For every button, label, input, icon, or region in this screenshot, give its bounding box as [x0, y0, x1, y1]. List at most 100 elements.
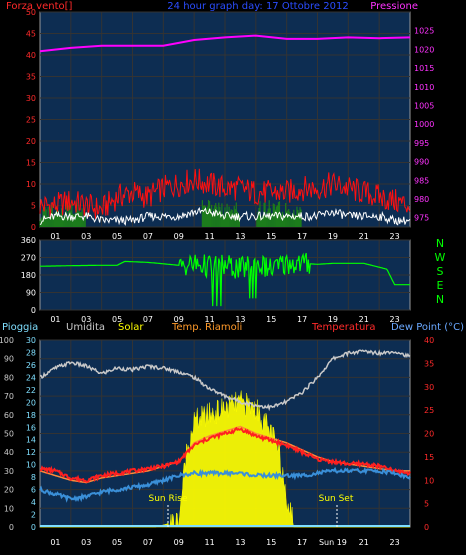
solar-tick-label: 8	[31, 473, 36, 482]
direction-x-tick-label: 11	[204, 315, 214, 324]
wind-tick-label: 25	[26, 116, 36, 125]
pressure-tick-label: 1020	[414, 45, 434, 54]
pressure-tick-label: 995	[414, 139, 429, 148]
humidity-tick-label: 30	[4, 467, 14, 476]
temperature-x-tick-label: 09	[174, 538, 184, 547]
solar-tick-label: 24	[26, 373, 36, 382]
humidity-tick-label: 80	[4, 373, 14, 382]
direction-x-tick-label: 05	[112, 315, 122, 324]
wind-tick-label: 10	[26, 180, 36, 189]
temperature-x-tick-label: Sun 19	[319, 538, 347, 547]
solar-tick-label: 16	[26, 423, 36, 432]
solar-tick-label: 6	[31, 486, 36, 495]
solar-axis-title: Solar	[118, 322, 144, 333]
compass-label: N	[436, 293, 444, 306]
solar-tick-label: 10	[26, 461, 36, 470]
solar-tick-label: 18	[26, 411, 36, 420]
wind-x-tick-label: 09	[174, 232, 184, 241]
direction-x-tick-label: 19	[328, 315, 338, 324]
wind-pressure-panel: 0510152025303540455097598098599099510001…	[26, 8, 435, 241]
solar-tick-label: 22	[26, 386, 36, 395]
compass-label: N	[436, 237, 444, 250]
wind-x-tick-label: 07	[143, 232, 153, 241]
temperature-axis-title: Temperatura	[311, 322, 376, 333]
temperature-x-tick-label: 05	[112, 538, 122, 547]
wind-pressure-marks	[39, 34, 411, 227]
direction-x-tick-label: 03	[81, 315, 91, 324]
direction-tick-label: 0	[31, 306, 36, 315]
direction-line	[39, 252, 410, 307]
pressure-tick-label: 1025	[414, 27, 434, 36]
wind-x-tick-label: 11	[204, 232, 214, 241]
direction-x-tick-label: 21	[359, 315, 369, 324]
temperature-tick-label: 0	[424, 523, 429, 532]
wind-tick-label: 15	[26, 159, 36, 168]
pressure-tick-label: 985	[414, 176, 429, 185]
pressure-axis-title: Pressione	[370, 1, 418, 12]
dewpoint-line	[39, 466, 411, 503]
direction-grid	[40, 239, 410, 311]
solar-tick-label: 26	[26, 361, 36, 370]
temperature-x-tick-label: 15	[266, 538, 276, 547]
direction-x-tick-label: 09	[174, 315, 184, 324]
humidity-tick-label: 100	[0, 336, 14, 345]
temperature-tick-label: 25	[424, 406, 434, 415]
temperature-tick-label: 35	[424, 359, 434, 368]
direction-tick-label: 90	[26, 289, 36, 298]
wind-x-tick-label: 01	[50, 232, 60, 241]
temperature-x-tick-label: 11	[204, 538, 214, 547]
temperature-x-tick-label: 23	[389, 538, 399, 547]
wind-axis-title: Forza vento[]	[6, 1, 73, 12]
temperature-marks	[39, 349, 411, 528]
wind-tick-label: 40	[26, 51, 36, 60]
pressure-tick-label: 980	[414, 195, 429, 204]
soil-temp-axis-title: Temp. Riamoli	[171, 322, 242, 333]
solar-tick-label: 4	[31, 498, 36, 507]
wind-tick-label: 5	[31, 202, 36, 211]
temperature-tick-label: 10	[424, 476, 434, 485]
wind-x-tick-label: 23	[389, 232, 399, 241]
solar-tick-label: 2	[31, 511, 36, 520]
sunrise-label: Sun Rise	[149, 494, 188, 504]
humidity-tick-label: 70	[4, 392, 14, 401]
wind-tick-label: 0	[31, 223, 36, 232]
wind-x-tick-label: 19	[328, 232, 338, 241]
rain-axis-title: Pioggia	[2, 322, 38, 333]
pressure-tick-label: 975	[414, 214, 429, 223]
wind-pressure-ticks: 0510152025303540455097598098599099510001…	[26, 8, 435, 241]
solar-tick-label: 12	[26, 448, 36, 457]
humidity-tick-label: 90	[4, 355, 14, 364]
wind-tick-label: 50	[26, 8, 36, 17]
temperature-x-tick-label: 21	[359, 538, 369, 547]
compass-label: W	[435, 251, 446, 264]
wind-average-line	[39, 207, 411, 226]
temperature-tick-label: 40	[424, 336, 434, 345]
temperature-line	[39, 426, 411, 483]
pressure-tick-label: 1000	[414, 120, 434, 129]
humidity-axis-title: Umidita	[66, 322, 105, 333]
compass-label: S	[437, 265, 444, 278]
direction-marks	[39, 252, 410, 307]
direction-x-tick-label: 13	[235, 315, 245, 324]
solar-tick-label: 20	[26, 398, 36, 407]
direction-x-tick-label: 15	[266, 315, 276, 324]
wind-tick-label: 45	[26, 30, 36, 39]
temperature-tick-label: 5	[424, 500, 429, 509]
temperature-x-tick-label: 03	[81, 538, 91, 547]
direction-x-tick-label: 01	[50, 315, 60, 324]
pressure-line	[39, 34, 411, 53]
humidity-tick-label: 60	[4, 411, 14, 420]
pressure-tick-label: 1010	[414, 83, 434, 92]
wind-x-tick-label: 17	[297, 232, 307, 241]
solar-tick-label: 14	[26, 436, 36, 445]
dewpoint-axis-title: Dew Point (°C)	[391, 322, 464, 333]
humidity-tick-label: 10	[4, 504, 14, 513]
temperature-tick-label: 30	[424, 383, 434, 392]
humidity-tick-label: 0	[9, 523, 14, 532]
temperature-x-tick-label: 17	[297, 538, 307, 547]
humidity-tick-label: 40	[4, 448, 14, 457]
wind-x-tick-label: 15	[266, 232, 276, 241]
wind-gust-line	[39, 168, 411, 220]
